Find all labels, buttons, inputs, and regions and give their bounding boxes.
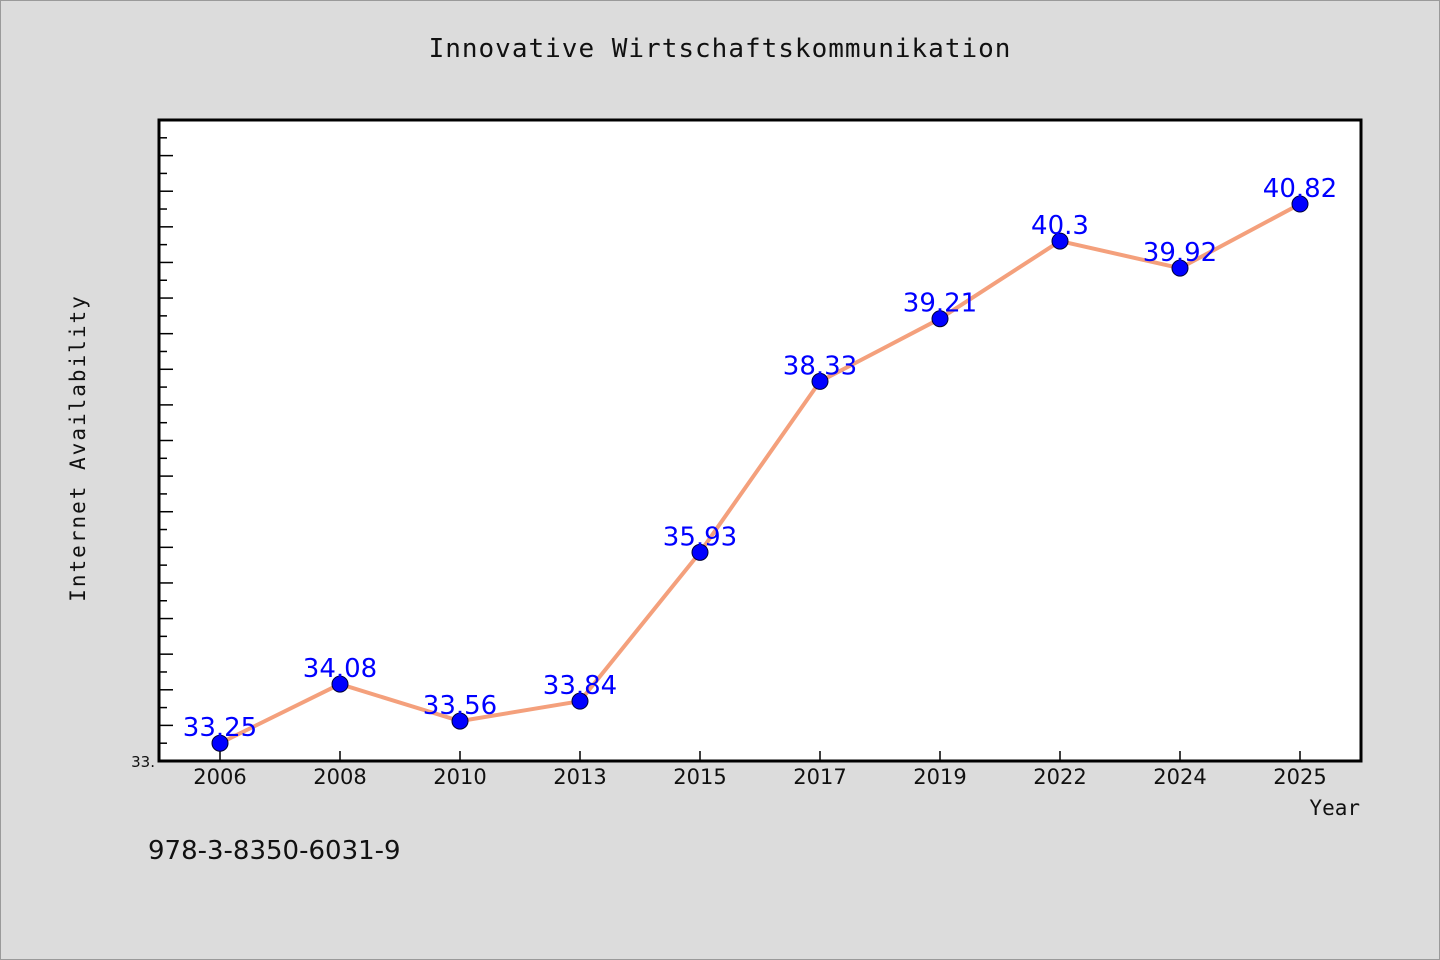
x-tick-label: 2024	[1153, 765, 1206, 789]
data-label: 40.82	[1263, 174, 1337, 204]
data-point	[1051, 232, 1069, 250]
x-tick-label: 2019	[913, 765, 966, 789]
data-label: 39.92	[1143, 238, 1217, 268]
data-label: 40.3	[1031, 211, 1089, 241]
x-tick-label: 2022	[1033, 765, 1086, 789]
x-tick-label: 2017	[793, 765, 846, 789]
data-point	[571, 692, 589, 710]
data-label: 34.08	[303, 654, 377, 684]
data-label: 35.93	[663, 522, 737, 552]
data-label: 39.21	[903, 289, 977, 319]
data-label: 33.84	[543, 671, 617, 701]
data-point	[931, 310, 949, 328]
data-label: 33.56	[423, 691, 497, 721]
y-axis-ticks: 33.	[131, 137, 173, 771]
x-axis-label: Year	[1309, 796, 1360, 820]
data-label: 38.33	[783, 351, 857, 381]
data-point	[331, 675, 349, 693]
data-point	[691, 543, 709, 561]
x-tick-label: 2010	[433, 765, 486, 789]
isbn-footer: 978-3-8350-6031-9	[148, 836, 401, 866]
x-tick-label: 2013	[553, 765, 606, 789]
series-line	[219, 202, 1301, 745]
x-tick-label: 2008	[313, 765, 366, 789]
x-tick-label: 2015	[673, 765, 726, 789]
x-axis-ticks: 2006 2008 2010 2013 2015 2017 2019 2022 2024 2025	[193, 751, 1327, 789]
x-tick-label: 2006	[193, 765, 246, 789]
chart-title: Innovative Wirtschaftskommunikation	[428, 34, 1012, 64]
data-point	[211, 734, 229, 752]
x-tick-label: 2025	[1273, 765, 1326, 789]
data-markers	[211, 195, 1309, 752]
data-label: 33.25	[183, 713, 257, 743]
data-point	[451, 712, 469, 730]
plot-area	[157, 118, 1363, 763]
data-labels: 33.25 34.08 33.56 33.84 35.93 38.33 39.21 40.3 3…	[183, 174, 1337, 743]
data-point	[1291, 195, 1309, 213]
data-point	[811, 372, 829, 390]
y-tick-label: 33.	[131, 753, 155, 771]
data-point	[1171, 259, 1189, 277]
